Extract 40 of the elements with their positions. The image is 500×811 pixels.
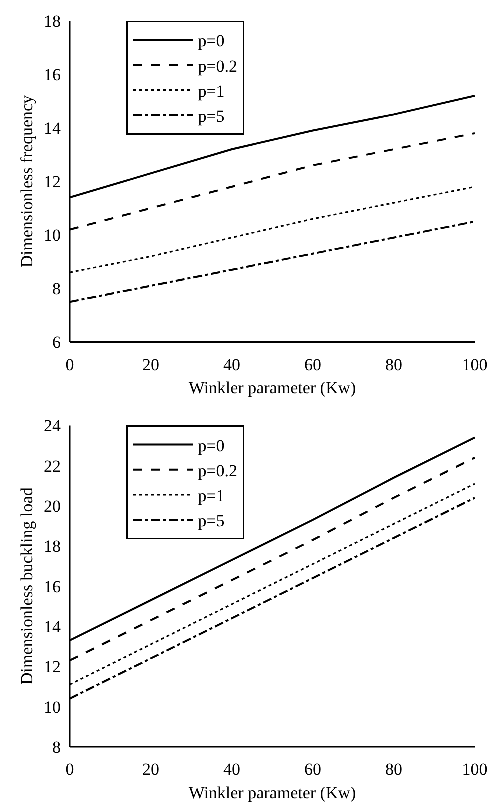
x-tick-label: 60 (304, 355, 322, 374)
x-tick-label: 40 (224, 355, 240, 374)
x-axis-title: Winkler parameter (Kw) (188, 783, 356, 802)
legend-label: p=0.2 (198, 56, 238, 76)
y-axis-title: Dimensionless buckling load (18, 487, 37, 686)
y-tick-label: 8 (52, 738, 61, 757)
y-tick-label: 14 (44, 119, 62, 138)
y-tick-label: 8 (52, 280, 61, 299)
y-tick-label: 10 (44, 226, 61, 246)
y-tick-label: 16 (44, 577, 61, 596)
x-tick-label: 0 (66, 760, 74, 779)
y-tick-label: 12 (44, 658, 61, 677)
x-tick-label: 60 (304, 760, 322, 779)
legend-label: p=5 (198, 106, 225, 126)
x-tick-label: 20 (142, 355, 160, 374)
x-axis-title: Winkler parameter (Kw) (188, 378, 356, 398)
x-tick-label: 20 (142, 760, 160, 779)
y-tick-label: 18 (44, 537, 61, 556)
x-tick-label: 100 (462, 760, 488, 779)
legend-label: p=0 (198, 32, 225, 51)
x-tick-label: 0 (66, 355, 74, 374)
y-tick-label: 18 (44, 12, 61, 31)
y-axis-title: Dimensionless frequency (18, 94, 37, 268)
x-tick-label: 100 (462, 355, 488, 374)
y-tick-label: 14 (44, 617, 62, 636)
y-tick-label: 24 (44, 416, 62, 436)
legend-label: p=0.2 (198, 462, 238, 481)
y-tick-label: 20 (44, 497, 61, 516)
x-tick-label: 80 (386, 355, 402, 374)
y-tick-label: 6 (52, 333, 61, 352)
x-tick-label: 40 (224, 760, 240, 779)
legend-label: p=0 (198, 436, 225, 456)
y-tick-label: 12 (44, 172, 61, 192)
x-tick-label: 80 (386, 760, 402, 779)
legend-label: p=5 (198, 512, 225, 531)
legend-label: p=1 (198, 82, 225, 101)
y-tick-label: 16 (44, 65, 61, 84)
y-tick-label: 22 (44, 456, 61, 476)
legend-label: p=1 (198, 486, 225, 506)
y-tick-label: 10 (44, 698, 61, 717)
